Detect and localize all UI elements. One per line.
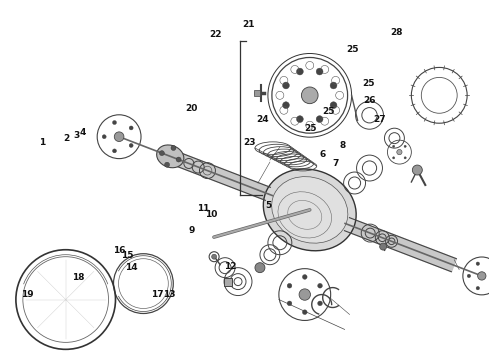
Text: 16: 16 <box>113 246 125 255</box>
Circle shape <box>318 301 322 306</box>
Circle shape <box>404 145 406 148</box>
Circle shape <box>404 157 406 159</box>
Text: 25: 25 <box>305 123 317 132</box>
Text: 25: 25 <box>362 79 374 88</box>
Text: 11: 11 <box>197 204 210 213</box>
Circle shape <box>283 82 290 89</box>
Circle shape <box>299 289 311 300</box>
Circle shape <box>212 254 217 259</box>
Text: 18: 18 <box>72 273 84 282</box>
Text: 20: 20 <box>185 104 197 113</box>
Text: 15: 15 <box>121 251 133 260</box>
Circle shape <box>113 121 117 125</box>
Ellipse shape <box>157 145 184 168</box>
Circle shape <box>287 301 292 306</box>
Text: 26: 26 <box>363 96 376 105</box>
Circle shape <box>283 102 290 109</box>
Circle shape <box>113 149 117 153</box>
Text: 8: 8 <box>340 141 346 150</box>
Circle shape <box>102 135 106 139</box>
Circle shape <box>380 243 387 250</box>
Circle shape <box>478 272 486 280</box>
Ellipse shape <box>271 177 348 243</box>
Text: 3: 3 <box>74 131 80 140</box>
Circle shape <box>413 165 422 175</box>
Text: 13: 13 <box>163 290 175 299</box>
Circle shape <box>467 274 470 278</box>
Ellipse shape <box>263 169 356 251</box>
Text: 19: 19 <box>22 289 34 298</box>
Text: 28: 28 <box>390 28 403 37</box>
Text: 27: 27 <box>373 114 386 123</box>
Text: 1: 1 <box>39 138 46 147</box>
Text: 17: 17 <box>151 290 164 299</box>
Circle shape <box>287 283 292 288</box>
Text: 7: 7 <box>332 159 339 168</box>
Circle shape <box>397 149 402 155</box>
Circle shape <box>316 116 323 122</box>
Circle shape <box>171 145 176 150</box>
Circle shape <box>129 126 133 130</box>
Text: 14: 14 <box>125 264 138 273</box>
Text: 25: 25 <box>323 107 335 116</box>
Circle shape <box>392 157 395 159</box>
Text: 23: 23 <box>244 138 256 147</box>
Text: 5: 5 <box>265 201 271 210</box>
Circle shape <box>392 145 395 148</box>
Circle shape <box>296 116 303 122</box>
Circle shape <box>176 157 181 162</box>
Bar <box>224 278 232 285</box>
Circle shape <box>302 275 307 279</box>
Circle shape <box>301 87 318 104</box>
Text: 22: 22 <box>209 30 222 39</box>
Text: 4: 4 <box>80 128 86 137</box>
Circle shape <box>476 287 480 290</box>
Circle shape <box>330 102 337 109</box>
Circle shape <box>476 262 480 265</box>
Text: 9: 9 <box>188 226 195 235</box>
Text: 2: 2 <box>64 134 70 143</box>
Circle shape <box>129 144 133 148</box>
Text: 25: 25 <box>346 45 359 54</box>
Text: 21: 21 <box>243 19 255 28</box>
Text: 24: 24 <box>256 114 269 123</box>
Circle shape <box>330 82 337 89</box>
Text: 10: 10 <box>205 210 217 219</box>
Text: 12: 12 <box>224 262 237 271</box>
Bar <box>254 90 260 96</box>
Circle shape <box>302 310 307 315</box>
Polygon shape <box>158 146 270 200</box>
Text: 6: 6 <box>320 150 326 159</box>
Circle shape <box>296 68 303 75</box>
Circle shape <box>318 283 322 288</box>
Polygon shape <box>344 218 456 272</box>
Circle shape <box>114 132 124 141</box>
Circle shape <box>159 150 164 156</box>
Circle shape <box>255 263 265 273</box>
Circle shape <box>165 162 170 167</box>
Circle shape <box>316 68 323 75</box>
